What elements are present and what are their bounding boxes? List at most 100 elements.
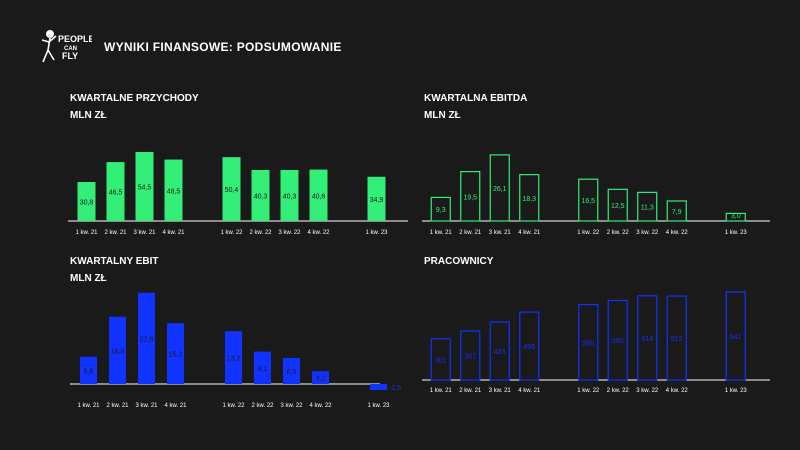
chart-przychody-tick-label: 1 kw. 21	[75, 230, 98, 236]
chart-pracownicy-title-block: PRACOWNICY	[424, 253, 493, 270]
chart-pracownicy-data-label: 301	[435, 357, 447, 364]
chart-ebitda-tick-label: 1 kw. 23	[725, 230, 748, 236]
chart-ebitda-tick-label: 1 kw. 21	[430, 230, 453, 236]
chart-ebitda-data-label: 18,3	[522, 196, 536, 203]
chart-pracownicy: 1 kw. 21 301 2 kw. 21 357 3 kw. 21 423 4 kw. 2…	[422, 291, 770, 394]
chart-ebitda-tick-label: 2 kw. 22	[607, 230, 630, 236]
page-title: WYNIKI FINANSOWE: PODSUMOWANIE	[104, 40, 342, 54]
chart-pracownicy-tick-label: 4 kw. 22	[666, 388, 689, 394]
chart-ebit-data-label: 22,8	[140, 336, 154, 343]
chart-przychody-tick-label: 1 kw. 23	[365, 230, 388, 236]
chart-pracownicy-data-label: 642	[730, 334, 742, 341]
chart-ebit: 1 kw. 21 6,8 2 kw. 21 16,8 3 kw. 21 22,8 4 kw.…	[70, 292, 401, 409]
chart-ebit-tick-label: 3 kw. 22	[280, 403, 303, 409]
chart-pracownicy-data-label: 357	[464, 354, 476, 361]
chart-ebitda-bar	[430, 196, 451, 222]
chart-przychody-bar	[77, 181, 96, 221]
chart-ebit-data-label: 13,2	[227, 356, 241, 363]
chart-przychody-data-label: 48,5	[167, 188, 181, 195]
chart-ebitda-subtitle: MLN ZŁ	[424, 110, 461, 121]
chart-pracownicy-tick-label: 2 kw. 22	[607, 388, 630, 394]
chart-przychody-bar	[251, 169, 270, 221]
chart-pracownicy-bar	[607, 299, 628, 381]
chart-ebitda-data-label: 3,0	[731, 213, 741, 220]
chart-ebit-tick-label: 1 kw. 21	[77, 403, 100, 409]
chart-pracownicy-title: PRACOWNICY	[424, 256, 494, 267]
chart-pracownicy-tick-label: 1 kw. 22	[577, 388, 600, 394]
chart-przychody-data-label: 54,5	[138, 184, 152, 191]
chart-ebit-subtitle: MLN ZŁ	[70, 273, 107, 284]
chart-ebit-title-block: KWARTALNY EBIT MLN ZŁ	[70, 253, 159, 287]
chart-przychody-data-label: 46,5	[109, 190, 123, 197]
chart-ebitda: 1 kw. 21 9,3 2 kw. 21 19,5 3 kw. 21 26,1 4 kw.…	[422, 154, 770, 236]
chart-ebitda-bar	[519, 174, 540, 222]
chart-przychody-bar	[164, 159, 183, 221]
chart-ebitda-data-label: 12,5	[611, 203, 625, 210]
chart-pracownicy-tick-label: 3 kw. 22	[636, 388, 659, 394]
chart-pracownicy-bar	[578, 303, 599, 381]
chart-ebitda-bar	[578, 178, 599, 222]
chart-ebit-data-label: 6,5	[287, 369, 297, 376]
chart-przychody-data-label: 30,8	[80, 199, 94, 206]
chart-pracownicy-data-label: 614	[641, 336, 653, 343]
chart-pracownicy-data-label: 423	[494, 349, 506, 356]
chart-pracownicy-data-label: 495	[523, 344, 535, 351]
chart-ebitda-title-block: KWARTALNA EBITDA MLN ZŁ	[424, 90, 527, 124]
chart-ebitda-bar	[607, 188, 628, 222]
chart-ebitda-data-label: 9,3	[436, 207, 446, 214]
chart-przychody-title-block: KWARTALNE PRZYCHODY MLN ZŁ	[70, 90, 199, 124]
chart-pracownicy-tick-label: 1 kw. 23	[725, 388, 748, 394]
chart-pracownicy-bar	[725, 291, 746, 381]
chart-pracownicy-tick-label: 2 kw. 21	[459, 388, 482, 394]
chart-przychody-bar	[280, 169, 299, 221]
chart-ebitda-tick-label: 3 kw. 21	[489, 230, 512, 236]
logo-text-people: PEOPLE	[58, 34, 92, 44]
chart-ebit-tick-label: 3 kw. 21	[135, 403, 158, 409]
chart-ebit-tick-label: 2 kw. 22	[251, 403, 274, 409]
chart-przychody-tick-label: 2 kw. 22	[249, 230, 272, 236]
chart-pracownicy-bar	[666, 295, 687, 381]
chart-przychody-data-label: 34,9	[370, 197, 384, 204]
chart-ebitda-bar	[666, 200, 687, 222]
chart-ebit-data-label: 6,8	[84, 368, 94, 375]
chart-ebit-title: KWARTALNY EBIT	[70, 256, 159, 267]
chart-ebitda-tick-label: 4 kw. 21	[518, 230, 541, 236]
chart-ebit-bar	[138, 292, 155, 384]
chart-ebit-data-label: 8,1	[258, 366, 268, 373]
chart-przychody-tick-label: 3 kw. 21	[133, 230, 156, 236]
chart-ebitda-data-label: 19,5	[463, 194, 477, 201]
chart-przychody-tick-label: 2 kw. 21	[104, 230, 127, 236]
chart-przychody-tick-label: 4 kw. 21	[162, 230, 185, 236]
chart-pracownicy-bar	[519, 311, 540, 381]
chart-ebit-bar	[312, 371, 329, 384]
chart-przychody-bar	[106, 162, 125, 221]
chart-ebit-bar	[109, 316, 126, 384]
chart-ebit-tick-label: 4 kw. 21	[164, 403, 187, 409]
chart-ebitda-tick-label: 3 kw. 22	[636, 230, 659, 236]
chart-przychody-bar	[309, 169, 328, 221]
chart-pracownicy-tick-label: 3 kw. 21	[489, 388, 512, 394]
chart-ebitda-tick-label: 1 kw. 22	[577, 230, 600, 236]
chart-ebitda-data-label: 11,3	[641, 205, 654, 212]
chart-przychody-data-label: 40,3	[254, 193, 268, 200]
chart-przychody-bar	[367, 176, 386, 221]
chart-przychody-data-label: 40,6	[312, 193, 326, 200]
logo-text-can: CAN	[64, 46, 77, 52]
chart-pracownicy-data-label: 550	[582, 340, 594, 347]
chart-ebitda-bar	[725, 212, 746, 222]
chart-pracownicy-tick-label: 4 kw. 21	[518, 388, 541, 394]
chart-ebit-bar	[283, 358, 300, 384]
chart-pracownicy-bar	[430, 338, 451, 381]
chart-przychody-subtitle: MLN ZŁ	[70, 110, 107, 121]
chart-ebit-tick-label: 2 kw. 21	[106, 403, 129, 409]
logo-text-fly: FLY	[62, 51, 78, 61]
chart-ebit-tick-label: 1 kw. 23	[367, 403, 390, 409]
chart-ebitda-title: KWARTALNA EBITDA	[424, 93, 528, 104]
chart-przychody-tick-label: 1 kw. 22	[220, 230, 243, 236]
chart-ebitda-tick-label: 4 kw. 22	[666, 230, 689, 236]
chart-ebit-bar	[80, 356, 97, 384]
chart-ebit-tick-label: 4 kw. 22	[309, 403, 332, 409]
chart-pracownicy-tick-label: 1 kw. 21	[430, 388, 453, 394]
chart-ebit-bar	[167, 323, 184, 384]
